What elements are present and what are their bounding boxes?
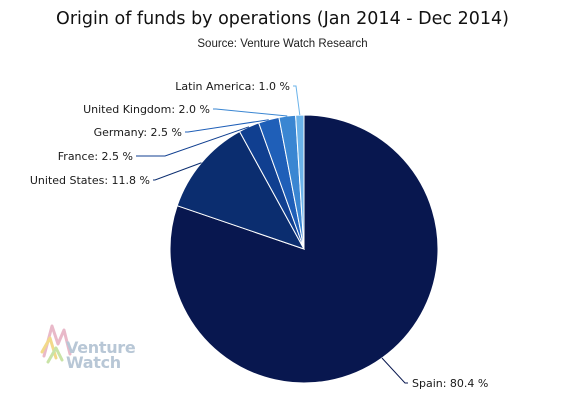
logo-word-venture: Venture	[66, 338, 136, 357]
chart-subtitle: Source: Venture Watch Research	[197, 38, 368, 50]
slice-label-spain: Spain: 80.4 %	[412, 377, 488, 390]
leader-line-united-states	[153, 162, 202, 181]
leader-line-latin-america	[293, 85, 301, 116]
logo-mark-icon	[40, 324, 72, 364]
chart-title: Origin of funds by operations (Jan 2014 …	[56, 9, 509, 29]
slice-label-latin-america: Latin America: 1.0 %	[175, 80, 290, 93]
slice-label-united-kingdom: United Kingdom: 2.0 %	[83, 103, 210, 116]
leader-line-france	[136, 126, 250, 157]
leader-line-united-kingdom	[213, 108, 288, 117]
slice-label-france: France: 2.5 %	[58, 150, 133, 163]
slice-label-germany: Germany: 2.5 %	[94, 126, 182, 139]
venture-watch-logo: Venture Watch	[40, 318, 140, 372]
leader-line-germany	[185, 119, 269, 133]
logo-word-watch: Watch	[66, 353, 121, 372]
slice-label-united-states: United States: 11.8 %	[30, 174, 150, 187]
leader-line-spain	[381, 357, 408, 384]
pie-slice-united-states	[176, 130, 306, 250]
